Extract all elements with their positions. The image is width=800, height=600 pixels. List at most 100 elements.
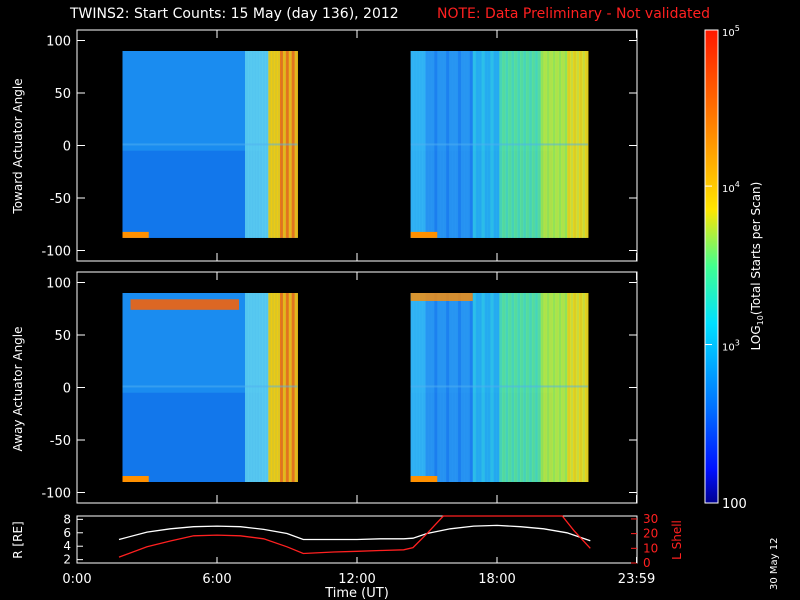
heatmap-stripe <box>262 293 266 482</box>
heatmap-stripe <box>511 293 515 482</box>
ytick-label: -50 <box>50 192 71 207</box>
heatmap-stripe <box>558 293 562 482</box>
heatmap-stripe <box>256 293 261 482</box>
heatmap-stripe <box>469 293 474 482</box>
heatmap-stripe <box>277 293 281 482</box>
heatmap-stripe <box>573 293 577 482</box>
colorbar: 105 104 103 100 LOG10(Total Starts per Scan… <box>704 24 765 512</box>
heatmap-stripe <box>472 293 477 482</box>
heatmap-stripe <box>555 293 559 482</box>
heatmap-stripe <box>579 293 583 482</box>
heatmap-stripe <box>419 293 423 482</box>
orbit-right-tick-label: 10 <box>643 541 658 555</box>
heatmap-stripe <box>505 293 509 482</box>
heatmap-stripe <box>534 293 539 482</box>
heatmap-stripe <box>552 293 556 482</box>
away-ylabel: Away Actuator Angle <box>11 326 25 451</box>
orbit-left-tick-label: 8 <box>63 512 71 526</box>
heatmap-stripe <box>452 293 456 482</box>
heatmap-stripe <box>268 293 272 482</box>
heatmap-stripe <box>567 293 571 482</box>
heatmap-stripe <box>517 293 521 482</box>
r-distance-line <box>118 524 591 542</box>
ytick-label: 100 <box>46 277 71 292</box>
heatmap-stripe <box>280 293 284 482</box>
orbit-left-tick-label: 2 <box>63 553 71 567</box>
heatmap-stripe <box>294 293 298 482</box>
orbit-left-tick-label: 4 <box>63 539 71 553</box>
heatmap-stripe <box>531 293 536 482</box>
l-shell-line <box>118 515 591 558</box>
ytick-label: 100 <box>46 35 71 50</box>
xtick-label: 18:00 <box>478 572 515 587</box>
heatmap-stripe <box>413 293 418 482</box>
ytick-label: -50 <box>50 434 71 449</box>
heatmap-stripe <box>484 293 489 482</box>
heatmap-stripe <box>502 293 506 482</box>
heatmap-stripe <box>522 293 527 482</box>
heatmap-stripe <box>520 293 524 482</box>
heatmap-stripe <box>582 293 586 482</box>
heatmap-stripe <box>422 293 426 482</box>
heatmap-stripe <box>543 293 548 482</box>
date-stamp: 30 May 12 <box>769 537 780 590</box>
heatmap-stripe <box>561 293 565 482</box>
heatmap-stripe <box>449 293 453 482</box>
heatmap-stripe <box>564 293 568 482</box>
heatmap-stripe <box>253 293 258 482</box>
heatmap-stripe <box>457 293 462 482</box>
heatmap-stripe <box>455 293 459 482</box>
colorbar-tick-label: 103 <box>722 339 740 354</box>
xtick-label: 23:59 <box>618 572 655 587</box>
heatmap-stripe <box>245 293 249 482</box>
heatmap-stripe <box>431 293 435 482</box>
heatmap-stripe <box>437 293 441 482</box>
edge-warm-band <box>122 231 149 238</box>
toward-heatmap-panel: 100 50 0 -50 -100 Toward Actuator Angle <box>11 29 638 262</box>
toward-ylabel: Toward Actuator Angle <box>11 78 25 214</box>
orbit-left-tick-label: 6 <box>63 526 71 540</box>
heatmap-stripe <box>291 293 296 482</box>
xtick-label: 6:00 <box>202 572 231 587</box>
heatmap-stripe <box>282 293 287 482</box>
edge-warm-band <box>410 476 438 482</box>
heatmap-stripe <box>425 293 429 482</box>
heatmap-stripe <box>546 293 551 482</box>
heatmap-stripe <box>271 293 275 482</box>
zero-angle-band <box>410 385 588 388</box>
heatmap-stripe <box>478 293 483 482</box>
heatmap-stripe <box>247 293 252 482</box>
heatmap-stripe <box>285 293 290 482</box>
x-axis-label: Time (UT) <box>324 586 389 600</box>
heatmap-stripe <box>259 293 263 482</box>
heatmap-stripe <box>576 293 580 482</box>
ytick-label: -100 <box>41 487 71 502</box>
heatmap-stripe <box>460 293 465 482</box>
heatmap-low-region <box>122 392 263 482</box>
heatmap-stripe <box>493 293 497 482</box>
ytick-label: 0 <box>63 140 71 155</box>
colorbar-label: LOG10(Total Starts per Scan) <box>749 182 765 351</box>
ytick-label: 0 <box>63 382 71 397</box>
ytick-label: 50 <box>54 329 71 344</box>
heatmap-stripe <box>537 293 542 482</box>
colorbar-tick-label: 105 <box>722 24 740 39</box>
heatmap-stripe <box>570 293 574 482</box>
heatmap-stripe <box>585 293 589 482</box>
edge-warm-band <box>410 231 438 238</box>
heatmap-stripe <box>250 293 255 482</box>
edge-warm-band <box>122 476 149 482</box>
xtick-label: 12:00 <box>338 572 375 587</box>
heatmap-stripe <box>499 293 503 482</box>
preliminary-note: NOTE: Data Preliminary - Not validated <box>437 6 711 22</box>
ytick-label: -100 <box>41 245 71 260</box>
colorbar-tick-label: 104 <box>722 180 740 195</box>
title-row: TWINS2: Start Counts: 15 May (day 136), … <box>0 6 800 26</box>
heatmap-low-region <box>122 150 263 238</box>
heatmap-stripe <box>446 293 450 482</box>
heatmap-hot-band <box>410 293 473 301</box>
heatmap-stripe <box>265 293 269 482</box>
colorbar-gradient <box>704 29 719 504</box>
